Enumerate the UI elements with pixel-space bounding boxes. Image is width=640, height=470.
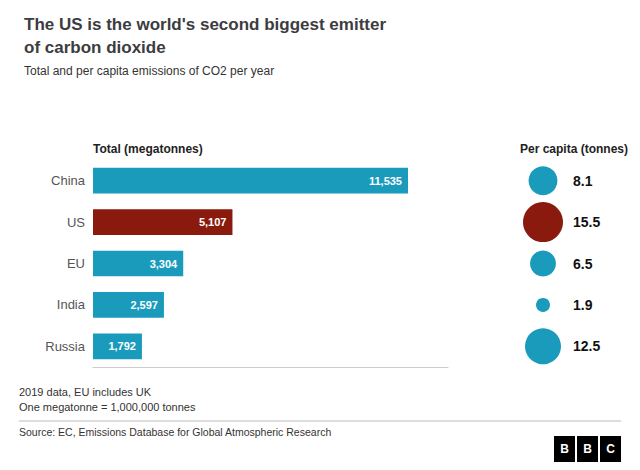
svg-text:Source: EC, Emissions Database: Source: EC, Emissions Database for Globa… — [19, 426, 331, 438]
svg-text:Total (megatonnes): Total (megatonnes) — [93, 142, 203, 156]
svg-text:5,107: 5,107 — [199, 216, 227, 228]
svg-text:2019 data, EU includes UK: 2019 data, EU includes UK — [19, 386, 152, 398]
svg-text:US: US — [67, 215, 85, 230]
svg-text:C: C — [606, 442, 615, 456]
svg-text:Per capita (tonnes): Per capita (tonnes) — [520, 142, 628, 156]
svg-text:B: B — [583, 442, 592, 456]
svg-text:One megatonne = 1,000,000 tonn: One megatonne = 1,000,000 tonnes — [19, 401, 196, 413]
svg-text:1,792: 1,792 — [108, 340, 136, 352]
svg-text:B: B — [560, 442, 569, 456]
svg-text:8.1: 8.1 — [573, 173, 593, 189]
svg-text:3,304: 3,304 — [150, 258, 178, 270]
svg-text:6.5: 6.5 — [573, 256, 593, 272]
svg-text:The US is the world's second b: The US is the world's second biggest emi… — [24, 15, 386, 34]
svg-text:Russia: Russia — [45, 339, 86, 354]
svg-text:1.9: 1.9 — [573, 297, 593, 313]
svg-text:EU: EU — [67, 256, 85, 271]
svg-text:of carbon dioxide: of carbon dioxide — [24, 38, 166, 57]
svg-text:12.5: 12.5 — [573, 338, 600, 354]
svg-text:11,535: 11,535 — [369, 175, 402, 187]
svg-text:Total and per capita emissions: Total and per capita emissions of CO2 pe… — [24, 64, 274, 78]
svg-text:15.5: 15.5 — [573, 214, 600, 230]
svg-text:India: India — [57, 297, 86, 312]
svg-text:China: China — [51, 173, 86, 188]
svg-text:2,597: 2,597 — [130, 299, 158, 311]
